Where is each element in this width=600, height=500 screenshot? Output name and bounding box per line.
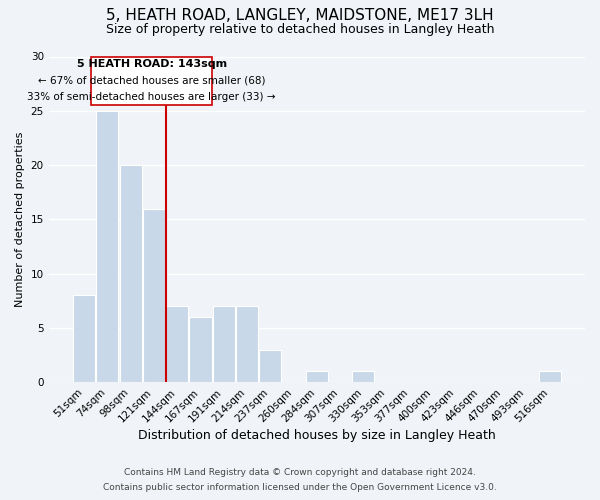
Y-axis label: Number of detached properties: Number of detached properties bbox=[15, 132, 25, 307]
Bar bbox=[97, 111, 118, 382]
X-axis label: Distribution of detached houses by size in Langley Heath: Distribution of detached houses by size … bbox=[138, 430, 496, 442]
Bar bbox=[166, 306, 188, 382]
Bar bbox=[73, 296, 95, 382]
Bar bbox=[352, 372, 374, 382]
Bar bbox=[143, 208, 165, 382]
Text: 5 HEATH ROAD: 143sqm: 5 HEATH ROAD: 143sqm bbox=[77, 59, 227, 69]
Bar bbox=[306, 372, 328, 382]
Text: 5, HEATH ROAD, LANGLEY, MAIDSTONE, ME17 3LH: 5, HEATH ROAD, LANGLEY, MAIDSTONE, ME17 … bbox=[106, 8, 494, 22]
Text: Contains HM Land Registry data © Crown copyright and database right 2024.: Contains HM Land Registry data © Crown c… bbox=[124, 468, 476, 477]
Text: Size of property relative to detached houses in Langley Heath: Size of property relative to detached ho… bbox=[106, 22, 494, 36]
Text: ← 67% of detached houses are smaller (68): ← 67% of detached houses are smaller (68… bbox=[38, 76, 265, 86]
FancyBboxPatch shape bbox=[91, 56, 212, 106]
Text: 33% of semi-detached houses are larger (33) →: 33% of semi-detached houses are larger (… bbox=[28, 92, 276, 102]
Bar bbox=[212, 306, 235, 382]
Bar bbox=[119, 165, 142, 382]
Bar bbox=[539, 372, 560, 382]
Text: Contains public sector information licensed under the Open Government Licence v3: Contains public sector information licen… bbox=[103, 483, 497, 492]
Bar bbox=[190, 317, 212, 382]
Bar bbox=[236, 306, 258, 382]
Bar bbox=[259, 350, 281, 382]
